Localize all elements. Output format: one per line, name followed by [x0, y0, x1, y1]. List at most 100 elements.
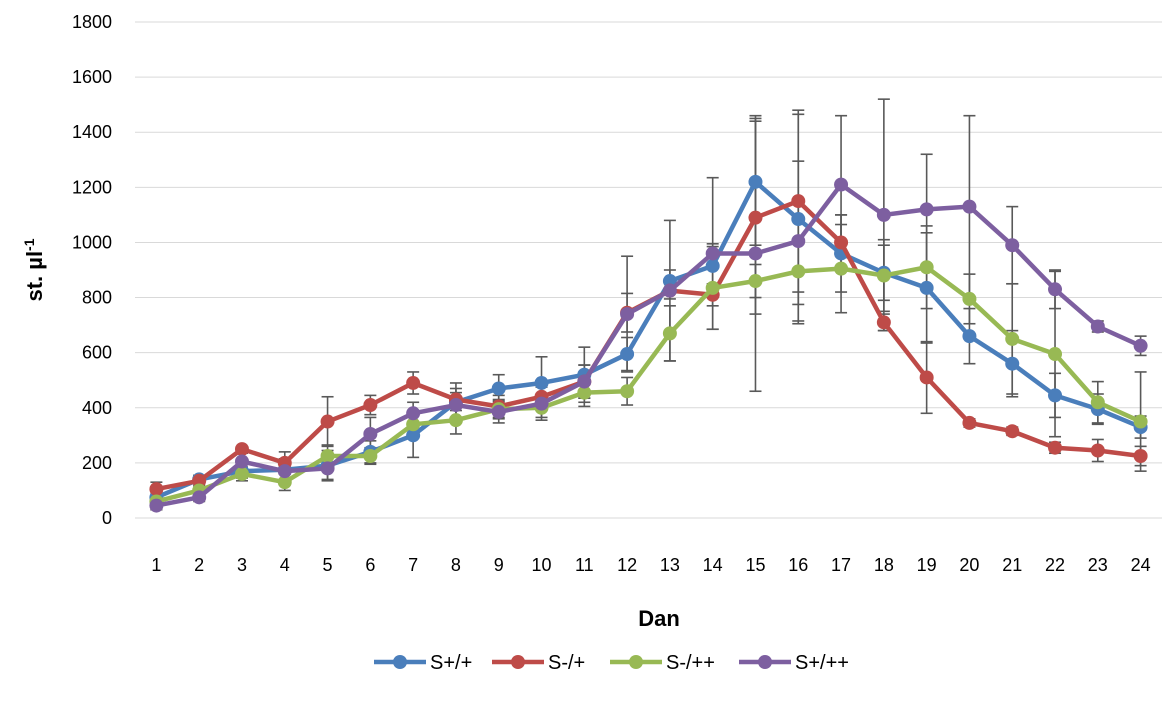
data-point — [406, 406, 421, 421]
data-point — [748, 246, 763, 261]
data-point — [705, 280, 720, 295]
y-axis-title-superscript: -1 — [21, 238, 37, 251]
data-point — [662, 326, 677, 341]
data-point — [1133, 338, 1148, 353]
data-point — [491, 404, 506, 419]
x-axis-ticks: 1 2 3 4 5 6 7 8 9 10 11 12 13 14 15 16 17 18 19 20 21 22 23 24 — [151, 555, 1150, 575]
x-tick-label: 13 — [660, 555, 680, 575]
data-point — [534, 396, 549, 411]
x-tick-label: 6 — [365, 555, 375, 575]
legend-item: S-/++ — [610, 652, 715, 674]
data-point — [919, 280, 934, 295]
gridlines — [135, 21, 1162, 519]
series-lines — [149, 174, 1148, 513]
x-tick-label: 9 — [494, 555, 504, 575]
x-tick-label: 22 — [1045, 555, 1065, 575]
data-point — [748, 174, 763, 189]
data-point — [1005, 356, 1020, 371]
data-point — [834, 261, 849, 276]
y-tick-label: 800 — [82, 288, 112, 308]
data-point — [876, 207, 891, 222]
legend-label: S-/++ — [666, 652, 715, 674]
data-point — [320, 449, 335, 463]
x-tick-label: 5 — [323, 555, 333, 575]
data-point — [748, 274, 763, 289]
data-point — [705, 258, 720, 273]
y-tick-label: 200 — [82, 453, 112, 473]
y-axis-title-main: st. µl — [22, 251, 47, 302]
y-tick-label: 400 — [82, 398, 112, 418]
x-tick-label: 3 — [237, 555, 247, 575]
data-point — [192, 490, 207, 505]
data-point — [234, 442, 249, 457]
data-point — [1048, 347, 1063, 362]
data-point — [277, 475, 292, 490]
data-point — [919, 260, 934, 275]
data-point — [534, 375, 549, 390]
data-point — [791, 264, 806, 279]
data-point — [876, 315, 891, 330]
data-point — [1133, 449, 1148, 463]
data-point — [834, 177, 849, 192]
data-point — [1005, 331, 1020, 346]
legend-swatch-marker — [758, 655, 772, 669]
data-point — [876, 268, 891, 283]
data-point — [406, 428, 421, 443]
data-point — [363, 449, 378, 463]
data-point — [705, 246, 720, 261]
data-point — [662, 283, 677, 298]
x-tick-label: 12 — [617, 555, 637, 575]
x-tick-label: 21 — [1002, 555, 1022, 575]
legend-item: S-/+ — [492, 652, 585, 674]
legend-label: S+/+ — [430, 652, 472, 674]
series-line — [155, 182, 1142, 508]
data-point — [320, 414, 335, 429]
x-tick-label: 15 — [745, 555, 765, 575]
data-point — [1090, 443, 1105, 458]
x-tick-label: 16 — [788, 555, 808, 575]
data-point — [149, 498, 164, 513]
data-point — [192, 473, 207, 488]
data-point — [1048, 440, 1063, 455]
legend-swatch-marker — [629, 655, 643, 669]
data-point — [491, 381, 506, 396]
series-line — [155, 179, 1142, 500]
x-tick-label: 14 — [703, 555, 723, 575]
x-tick-label: 24 — [1131, 555, 1151, 575]
legend-label: S+/++ — [795, 652, 849, 674]
series-line — [155, 198, 1141, 492]
data-point — [1048, 282, 1063, 297]
y-axis-title: st. µl-1 — [21, 238, 47, 301]
data-point — [234, 454, 249, 469]
data-point — [748, 210, 763, 225]
data-point — [620, 384, 635, 399]
data-point — [1048, 388, 1063, 403]
x-tick-label: 18 — [874, 555, 894, 575]
data-point — [791, 212, 806, 227]
x-axis-title: Dan — [638, 606, 680, 631]
data-point — [320, 461, 335, 476]
data-point — [620, 347, 635, 362]
data-point — [149, 482, 164, 497]
data-point — [277, 464, 292, 479]
x-tick-label: 7 — [408, 555, 418, 575]
data-point — [577, 374, 592, 389]
series-line — [155, 264, 1142, 504]
series — [149, 174, 1148, 505]
data-point — [791, 234, 806, 249]
data-point — [448, 398, 463, 413]
series — [149, 177, 1148, 513]
x-tick-label: 23 — [1088, 555, 1108, 575]
legend-label: S-/+ — [548, 652, 585, 674]
y-axis-ticks: 0 200 400 600 800 1000 1200 1400 1600 1800 — [72, 12, 112, 528]
data-point — [962, 329, 977, 344]
data-point — [962, 415, 977, 430]
x-tick-label: 2 — [194, 555, 204, 575]
x-tick-label: 4 — [280, 555, 290, 575]
data-point — [919, 370, 934, 385]
y-tick-label: 1800 — [72, 12, 112, 32]
data-point — [962, 199, 977, 214]
y-tick-label: 1200 — [72, 177, 112, 197]
